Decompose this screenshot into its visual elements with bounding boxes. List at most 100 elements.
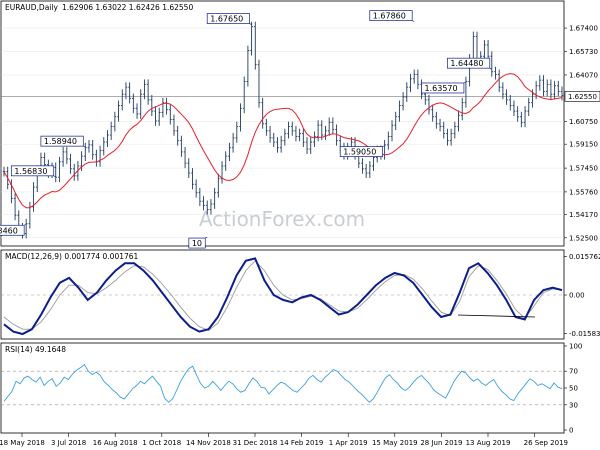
price-bar [412, 69, 416, 84]
rsi-label: RSI(14) 49.1648 [5, 345, 66, 354]
x-tick-label: 1 Apr 2019 [329, 439, 368, 447]
price-bar [446, 128, 449, 146]
price-bar [438, 118, 442, 132]
price-bar [457, 110, 460, 132]
macd-panel: MACD(12,26,9) 0.001774 0.001761 0.015762… [0, 249, 600, 340]
price-tick-label: 1.55760 [569, 188, 598, 196]
price-bar [235, 121, 239, 143]
price-bar [61, 147, 65, 167]
price-bar [246, 45, 250, 87]
macd-line [3, 257, 563, 336]
price-bar [205, 200, 209, 215]
price-bar [194, 179, 198, 198]
price-bar [250, 21, 253, 56]
x-tick-label: 13 Aug 2019 [466, 439, 511, 447]
price-bar [32, 182, 35, 212]
price-bar [320, 120, 324, 140]
price-tick-label: 1.60750 [569, 118, 598, 126]
price-bar [279, 135, 283, 153]
price-bar [427, 94, 431, 115]
price-bar [261, 97, 264, 129]
price-bar [483, 40, 486, 62]
price-annotation-label: 10 [192, 239, 202, 248]
ohlc-readout: 1.62906 1.63022 1.62426 1.62550 [62, 3, 193, 12]
price-annotation: 1.58940 [40, 135, 86, 148]
price-bar [80, 151, 83, 171]
moving-average-line [3, 73, 563, 209]
price-tick-label: 1.67400 [569, 25, 598, 33]
price-bar [431, 104, 434, 122]
price-bar [305, 137, 309, 155]
price-bar [401, 92, 405, 111]
price-bar [302, 128, 305, 147]
price-bar [490, 51, 494, 77]
price-bar [187, 158, 191, 178]
price-tick-label: 1.54170 [569, 211, 598, 219]
price-bar [557, 80, 560, 97]
price-bar [394, 111, 398, 131]
price-bars [2, 21, 564, 239]
price-bar [464, 76, 468, 108]
price-bar [224, 151, 228, 171]
price-bar [283, 128, 287, 146]
price-bar [268, 125, 272, 143]
price-annotation: 1.59050 [339, 145, 385, 157]
price-bar [176, 125, 179, 146]
rsi-tick-label: 30 [569, 401, 578, 409]
price-bar [117, 100, 120, 122]
price-bar [98, 145, 102, 167]
price-bar [220, 161, 224, 184]
macd-y-axis: 0.015762 0.00 -0.015834 [564, 253, 600, 338]
price-bar [442, 121, 446, 139]
price-gridlines [1, 27, 564, 239]
macd-tick-label: -0.015834 [569, 330, 600, 338]
price-bar [435, 111, 438, 129]
price-bar [327, 117, 331, 136]
price-bar [364, 163, 368, 178]
price-bar [198, 187, 202, 207]
price-annotation: 1.67650 [206, 13, 252, 25]
x-tick-label: 15 May 2019 [372, 439, 418, 447]
price-panel-frame [0, 0, 565, 247]
price-bar [69, 154, 72, 174]
price-bar [65, 147, 69, 164]
price-bar [290, 121, 294, 136]
price-bar [91, 139, 94, 160]
price-bar [202, 196, 205, 211]
rsi-tick-label: 70 [569, 368, 578, 376]
price-bar [508, 94, 512, 111]
rsi-tick-label: 50 [569, 385, 578, 393]
price-bar [213, 187, 216, 209]
price-bar [553, 80, 556, 100]
price-bar [361, 158, 364, 174]
x-axis: 18 May 2018 3 Jul 2018 16 Aug 2018 1 Oct 20… [0, 433, 568, 447]
price-bar [253, 21, 257, 70]
rsi-line [3, 363, 563, 403]
price-annotation-label: 1.64480 [450, 59, 483, 68]
price-bar [143, 79, 146, 100]
current-price-label: 1.62550 [568, 93, 597, 101]
price-bar [191, 168, 194, 190]
price-bar [527, 97, 531, 117]
price-bar [109, 121, 113, 140]
price-bar [313, 131, 316, 147]
macd-support-line [457, 314, 536, 318]
price-annotation-label: 1.56830 [14, 167, 47, 176]
x-tick-label: 31 Dec 2018 [233, 439, 278, 447]
price-bar [287, 121, 290, 139]
price-annotation: 1.53460 [0, 223, 27, 236]
price-bar [276, 137, 279, 153]
price-bar [545, 79, 549, 97]
price-tick-label: 1.64070 [569, 71, 598, 79]
watermark: ActionForex.com [199, 207, 365, 231]
price-bar [154, 106, 157, 126]
price-bar [542, 75, 545, 97]
price-tick-label: 1.65730 [569, 48, 598, 56]
price-bar [13, 193, 17, 221]
price-bar [409, 73, 412, 93]
price-bar [209, 199, 213, 215]
price-bar [516, 106, 519, 122]
price-bar [560, 86, 564, 101]
price-bar [494, 66, 497, 80]
